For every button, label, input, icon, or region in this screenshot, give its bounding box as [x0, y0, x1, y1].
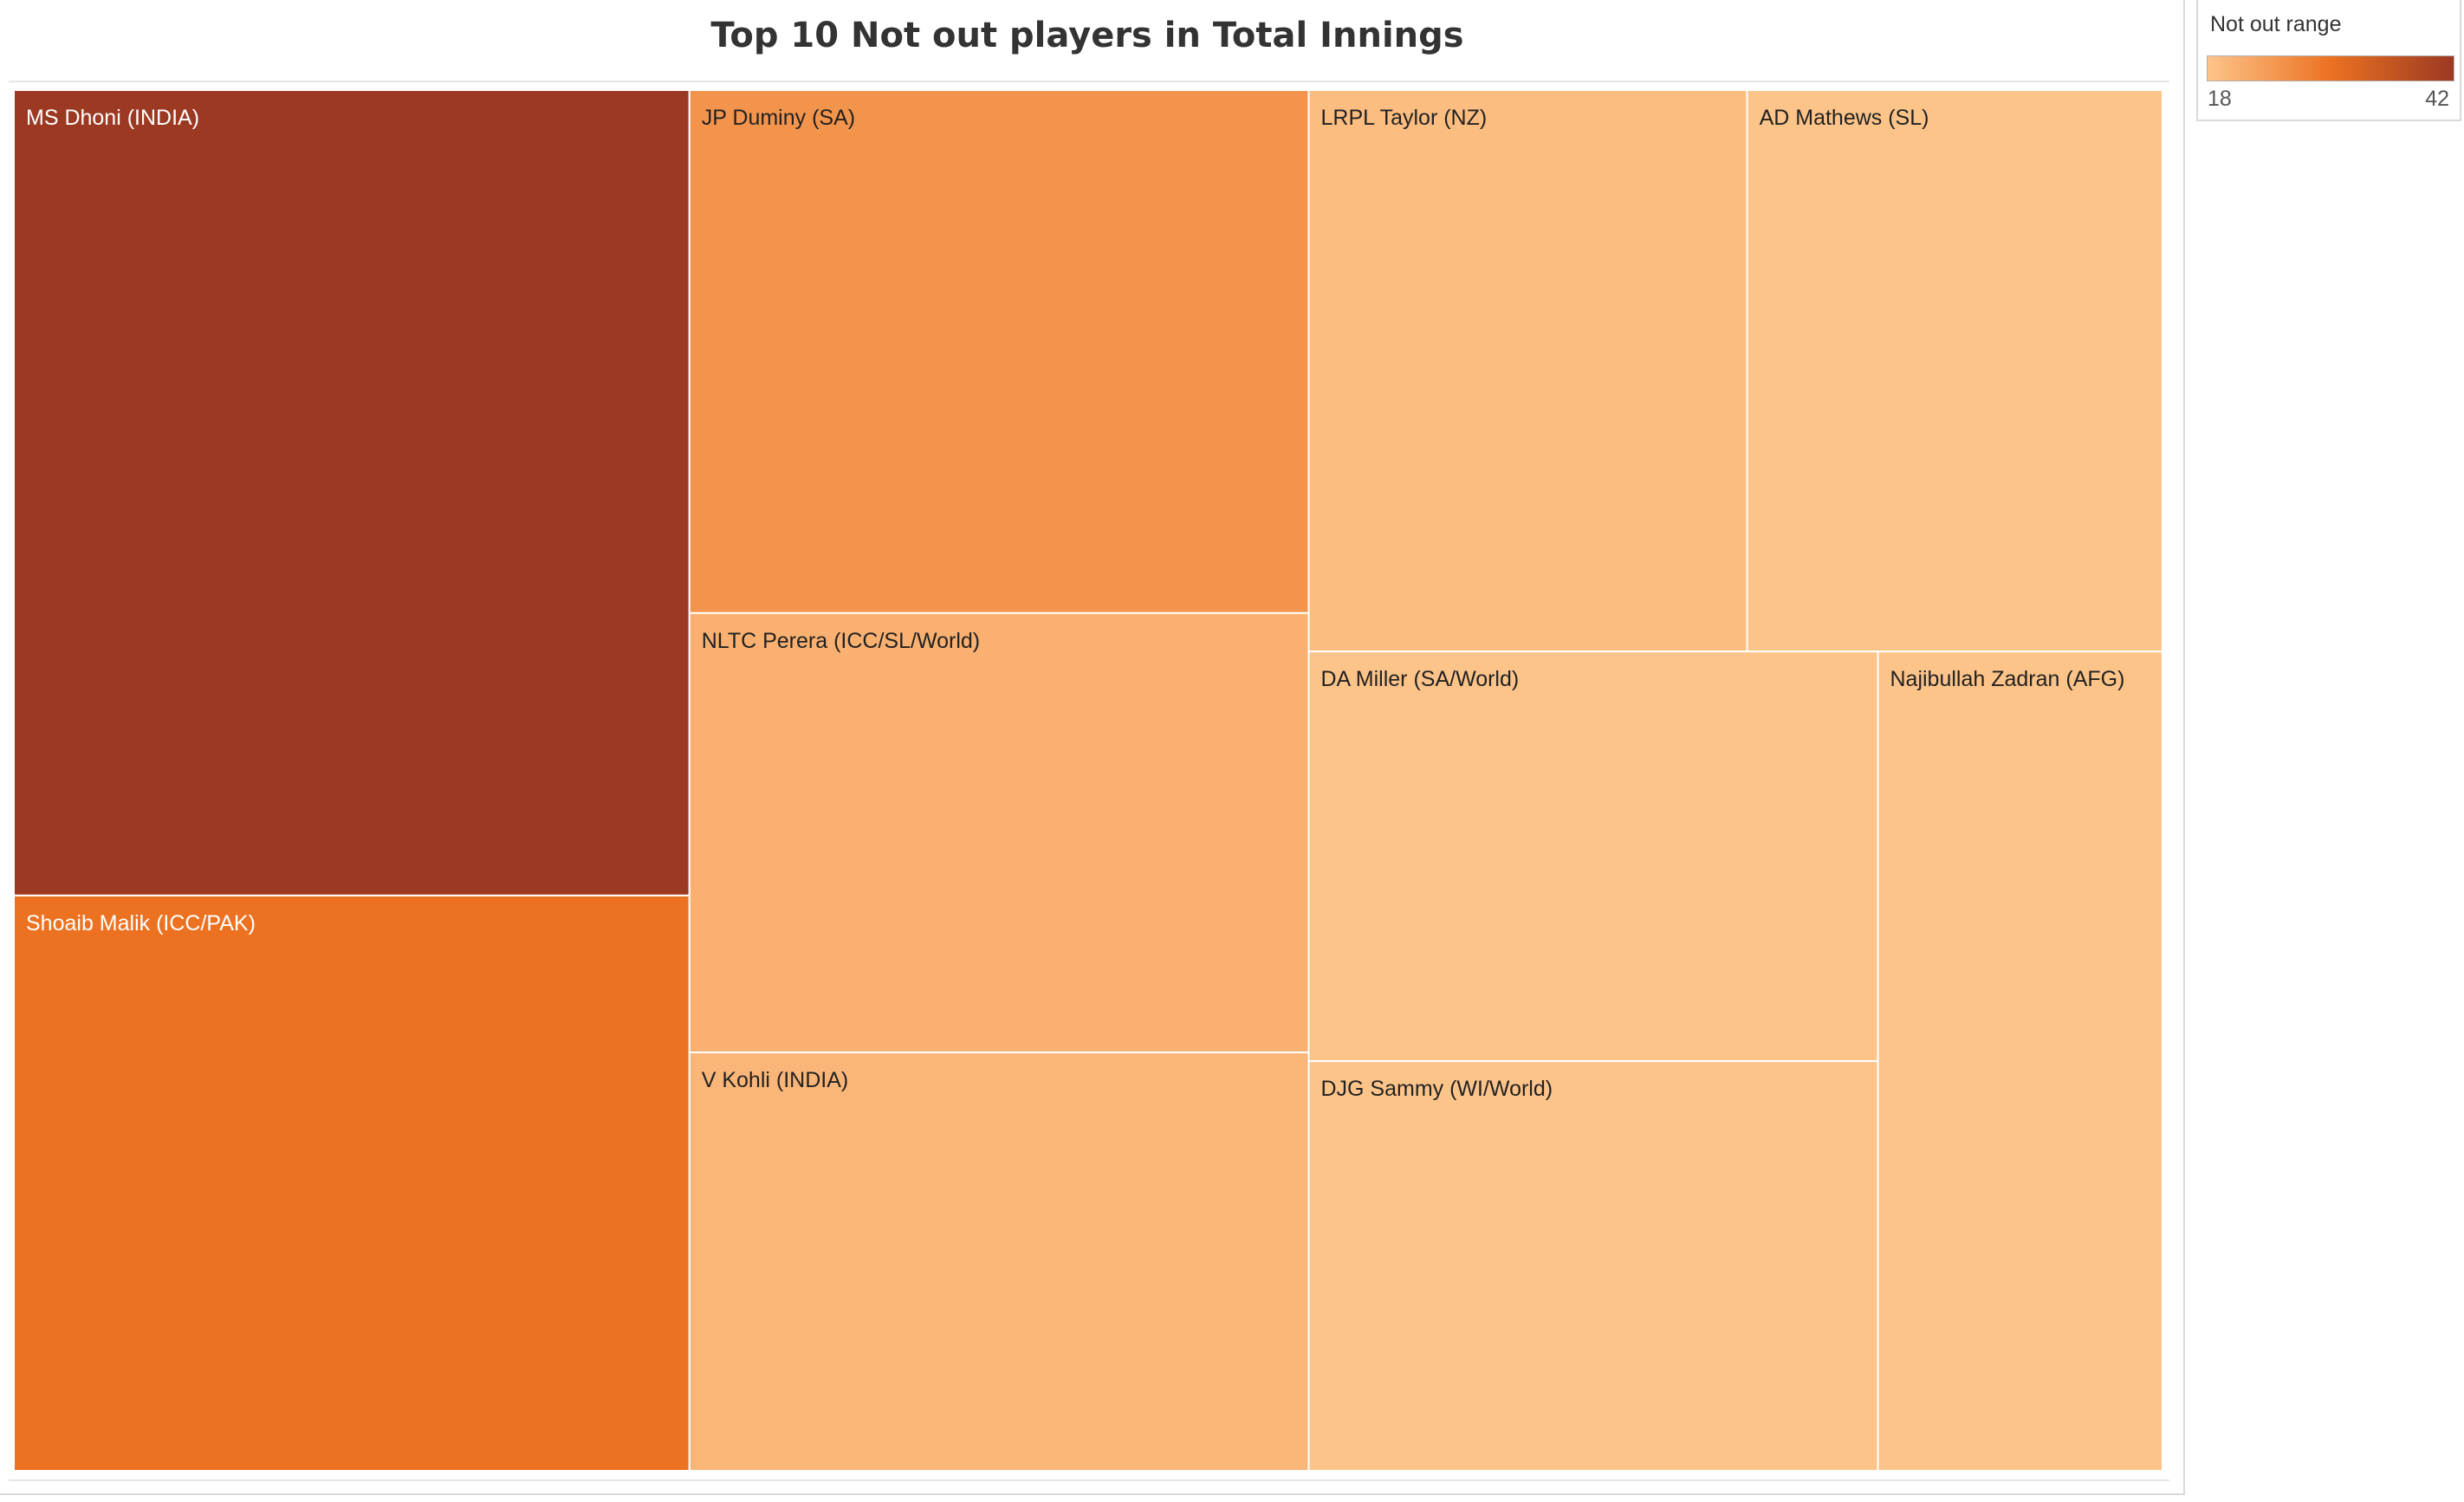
treemap-cell-da-miller-sa-world[interactable]: DA Miller (SA/World) — [1307, 651, 1879, 1063]
treemap-cell-ad-mathews-sl[interactable]: AD Mathews (SL) — [1746, 89, 2164, 653]
legend-min-label: 18 — [2208, 87, 2232, 111]
legend-title: Not out range — [2210, 12, 2342, 36]
treemap-cell-da-miller-sa-world-label: DA Miller (SA/World) — [1320, 667, 1519, 691]
bottom-divider — [9, 1479, 2169, 1481]
treemap-cell-jp-duminy-sa-rect[interactable] — [688, 89, 1310, 614]
treemap-cell-najibullah-zadran-afg-rect[interactable] — [1877, 651, 2163, 1472]
treemap-cell-jp-duminy-sa-label: JP Duminy (SA) — [702, 106, 855, 130]
treemap-cell-najibullah-zadran-afg-label: Najibullah Zadran (AFG) — [1890, 667, 2124, 691]
treemap-cell-da-miller-sa-world-rect[interactable] — [1307, 651, 1879, 1063]
treemap-cell-v-kohli-india-rect[interactable] — [688, 1051, 1310, 1473]
treemap-cell-shoaib-malik-icc-pak[interactable]: Shoaib Malik (ICC/PAK) — [13, 894, 691, 1473]
legend-gradient-bar — [2207, 55, 2454, 81]
treemap-cell-najibullah-zadran-afg[interactable]: Najibullah Zadran (AFG) — [1877, 651, 2163, 1472]
treemap-cell-ad-mathews-sl-label: AD Mathews (SL) — [1760, 106, 1929, 130]
treemap-cell-djg-sammy-wi-world[interactable]: DJG Sammy (WI/World) — [1307, 1060, 1879, 1472]
treemap-cell-nltc-perera-icc-sl-world[interactable]: NLTC Perera (ICC/SL/World) — [688, 612, 1310, 1053]
treemap-cell-v-kohli-india[interactable]: V Kohli (INDIA) — [688, 1051, 1310, 1473]
treemap-cell-nltc-perera-icc-sl-world-label: NLTC Perera (ICC/SL/World) — [702, 629, 980, 653]
treemap: MS Dhoni (INDIA) Shoaib Malik (ICC/PAK) JP… — [13, 89, 2164, 1473]
treemap-cell-ms-dhoni-india[interactable]: MS Dhoni (INDIA) — [13, 89, 691, 897]
treemap-cell-ad-mathews-sl-rect[interactable] — [1746, 89, 2164, 653]
treemap-cell-v-kohli-india-label: V Kohli (INDIA) — [702, 1068, 848, 1092]
legend-max-label: 42 — [2425, 87, 2449, 111]
chart-title: Top 10 Not out players in Total Innings — [710, 16, 1464, 55]
title-divider — [9, 81, 2169, 82]
treemap-cell-lrpl-taylor-nz-rect[interactable] — [1307, 89, 1748, 653]
treemap-cell-jp-duminy-sa[interactable]: JP Duminy (SA) — [688, 89, 1310, 614]
treemap-cell-lrpl-taylor-nz[interactable]: LRPL Taylor (NZ) — [1307, 89, 1748, 653]
treemap-cell-djg-sammy-wi-world-rect[interactable] — [1307, 1060, 1879, 1472]
treemap-cell-djg-sammy-wi-world-label: DJG Sammy (WI/World) — [1320, 1077, 1553, 1101]
frame-right-border — [2183, 0, 2185, 1495]
color-legend: Not out range 18 42 — [2196, 0, 2461, 121]
frame-bottom-border — [0, 1493, 2185, 1495]
treemap-cell-shoaib-malik-icc-pak-label: Shoaib Malik (ICC/PAK) — [26, 911, 256, 936]
treemap-cell-nltc-perera-icc-sl-world-rect[interactable] — [688, 612, 1310, 1053]
treemap-cell-ms-dhoni-india-label: MS Dhoni (INDIA) — [26, 106, 199, 130]
treemap-cell-lrpl-taylor-nz-label: LRPL Taylor (NZ) — [1320, 106, 1487, 130]
treemap-cell-shoaib-malik-icc-pak-rect[interactable] — [13, 894, 691, 1473]
treemap-cell-ms-dhoni-india-rect[interactable] — [13, 89, 691, 897]
